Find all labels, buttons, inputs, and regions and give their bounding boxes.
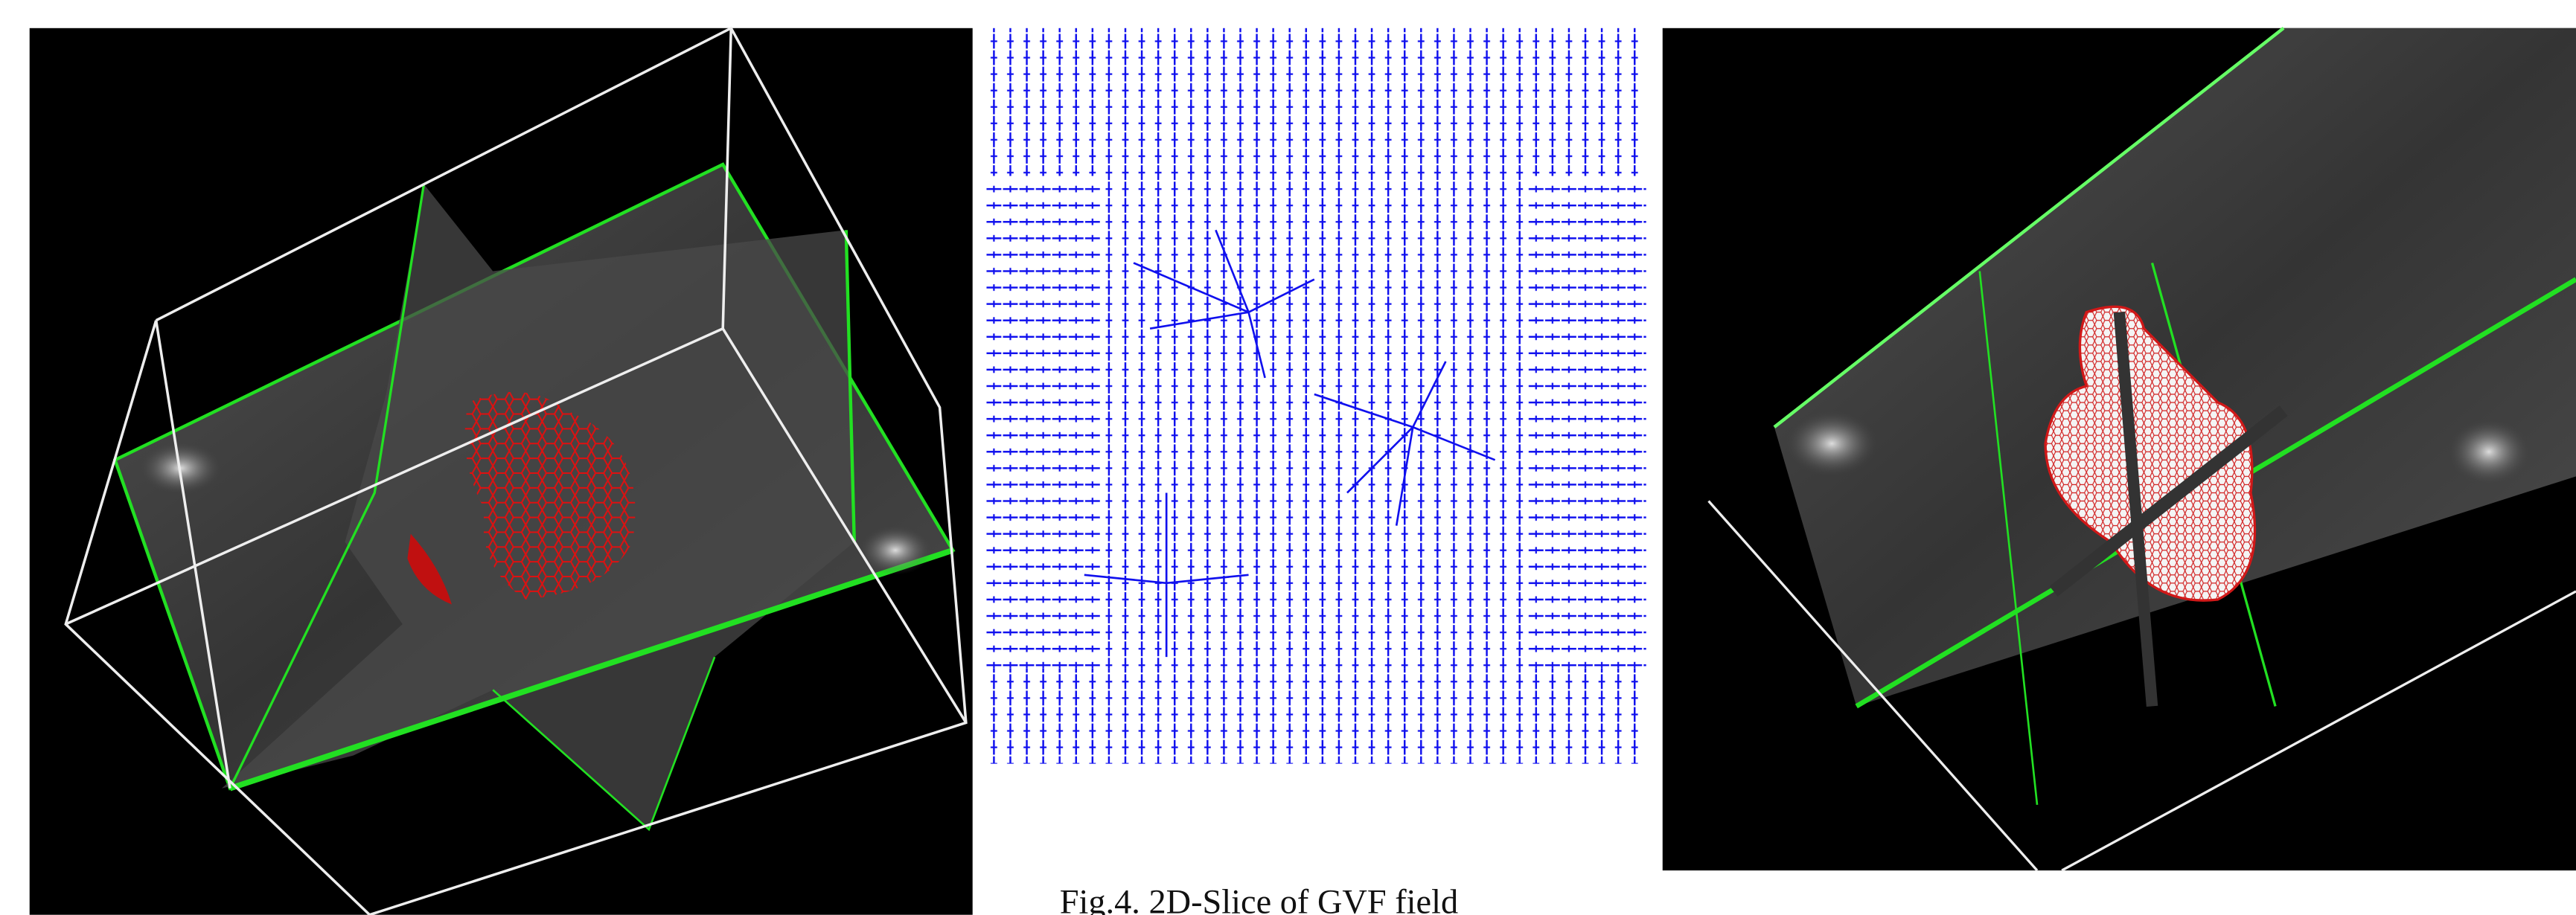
vector-field: [985, 28, 1646, 764]
vector-region: [1101, 176, 1528, 668]
tissue-highlight: [2448, 419, 2530, 484]
tissue-highlight: [1786, 411, 1878, 476]
figure: Fig.4. 2D-Slice of GVF field: [0, 0, 2576, 915]
vector-region: [1528, 176, 1646, 668]
vector-region: [985, 176, 1101, 668]
vector-region: [985, 28, 1646, 176]
right-render: [1663, 28, 2576, 870]
figure-caption: Fig.4. 2D-Slice of GVF field: [1060, 884, 1459, 915]
page: {"caption": "Fig.4. 2D-Slice of GVF fiel…: [0, 0, 2576, 915]
vector-region: [985, 669, 1646, 764]
left-render: [30, 28, 973, 915]
